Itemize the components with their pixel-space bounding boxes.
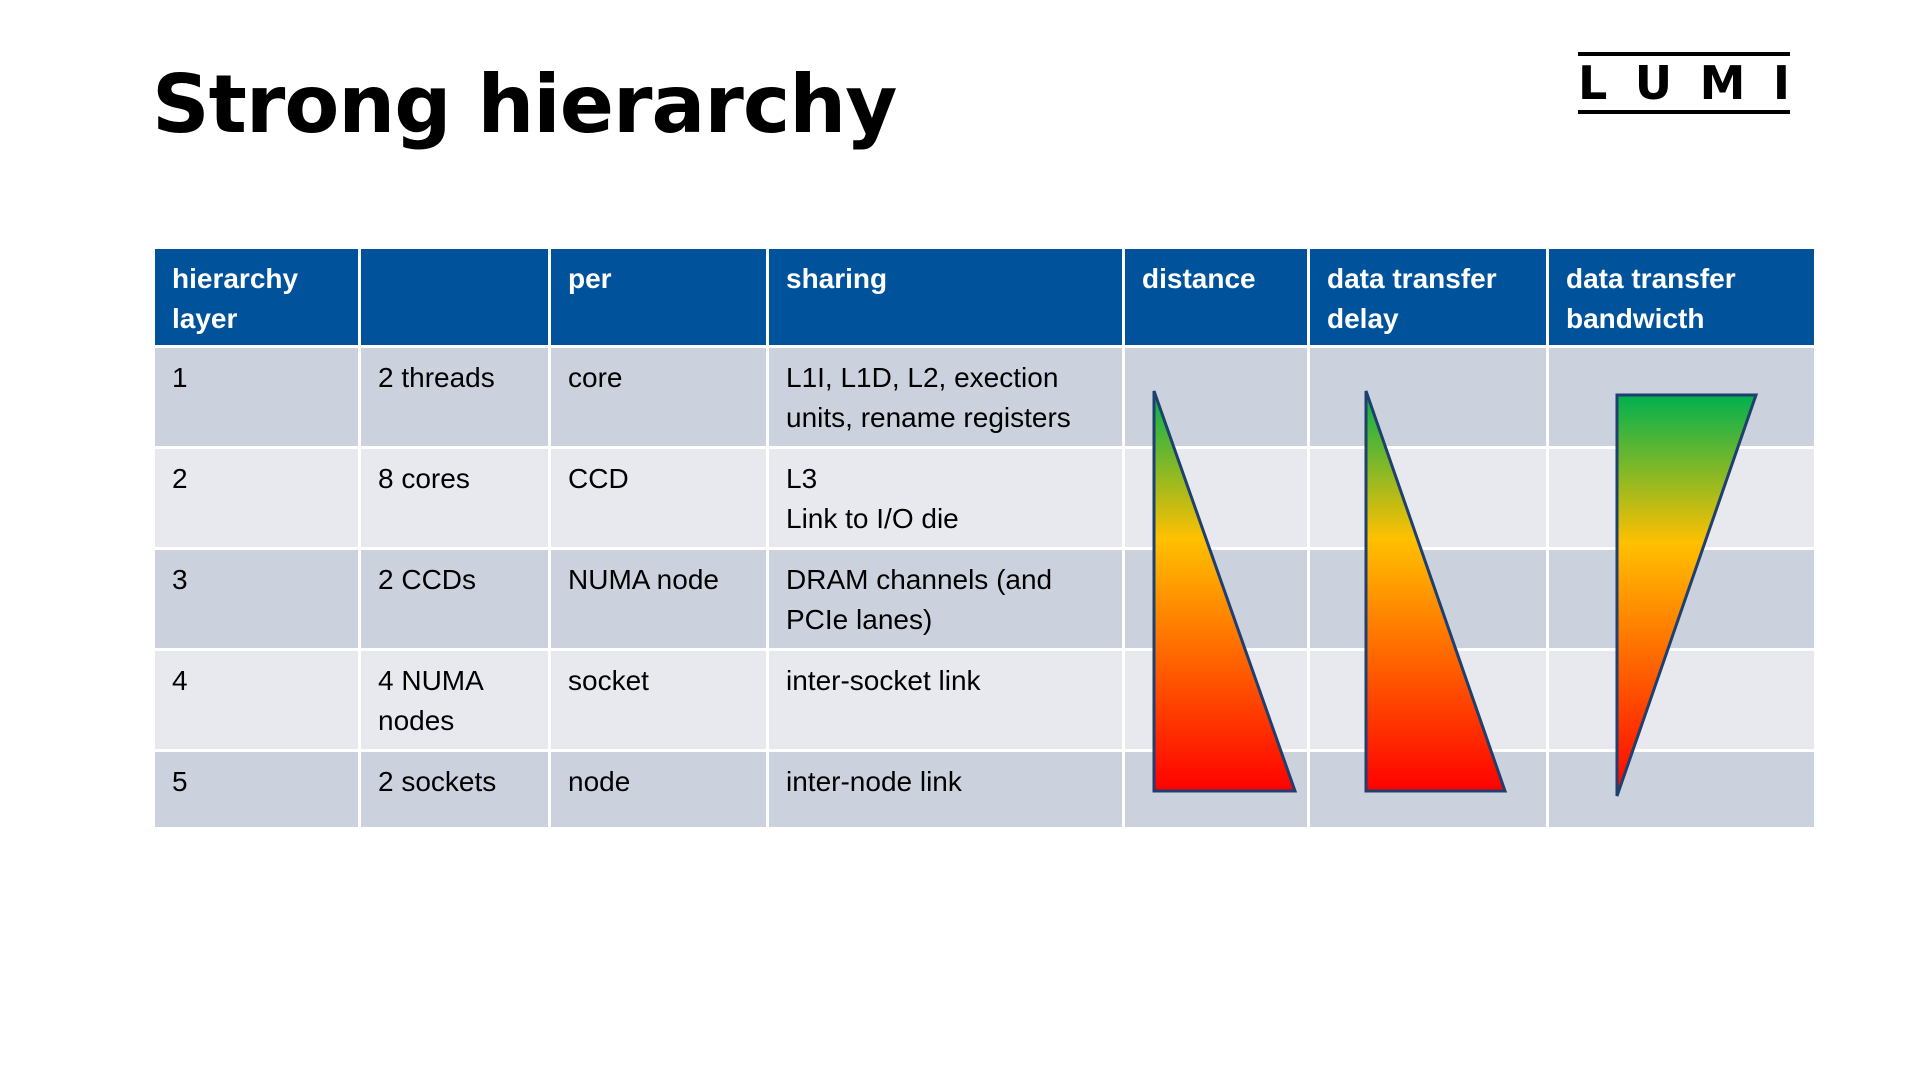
cell-count: 4 NUMA nodes: [358, 648, 551, 752]
page-title: Strong hierarchy: [152, 58, 897, 151]
cell-sharing: inter-socket link: [766, 648, 1125, 752]
cell-layer: 3: [152, 547, 361, 651]
cell-layer: 1: [152, 345, 361, 449]
table-header-row: hierarchy layer per sharing distance dat…: [152, 246, 1817, 348]
cell-layer: 2: [152, 446, 361, 550]
logo-letter: I: [1772, 56, 1790, 110]
cell-delay: [1307, 345, 1549, 449]
cell-per: CCD: [548, 446, 769, 550]
delay-triangle: [1364, 390, 1508, 793]
cell-per: node: [548, 749, 769, 830]
lumi-logo: L U M I: [1578, 52, 1790, 114]
header-per: per: [548, 246, 769, 348]
cell-bandwidth: [1546, 749, 1817, 830]
header-delay: data transfer delay: [1307, 246, 1549, 348]
header-sharing: sharing: [766, 246, 1125, 348]
cell-layer: 5: [152, 749, 361, 830]
cell-delay: [1307, 446, 1549, 550]
logo-letter: U: [1634, 56, 1673, 110]
cell-layer: 4: [152, 648, 361, 752]
hierarchy-table: hierarchy layer per sharing distance dat…: [152, 246, 1817, 830]
logo-letter: M: [1699, 56, 1746, 110]
cell-sharing: L1I, L1D, L2, exection units, rename reg…: [766, 345, 1125, 449]
cell-count: 2 CCDs: [358, 547, 551, 651]
cell-sharing: inter-node link: [766, 749, 1125, 830]
header-hierarchy-layer: hierarchy layer: [152, 246, 361, 348]
cell-per: NUMA node: [548, 547, 769, 651]
header-distance: distance: [1122, 246, 1310, 348]
cell-bandwidth: [1546, 648, 1817, 752]
logo-letter: L: [1578, 56, 1608, 110]
cell-sharing: L3 Link to I/O die: [766, 446, 1125, 550]
bandwidth-triangle: [1615, 393, 1759, 797]
cell-count: 8 cores: [358, 446, 551, 550]
distance-triangle: [1152, 390, 1298, 793]
cell-count: 2 threads: [358, 345, 551, 449]
header-bandwidth: data transfer bandwicth: [1546, 246, 1817, 348]
cell-count: 2 sockets: [358, 749, 551, 830]
cell-sharing: DRAM channels (and PCIe lanes): [766, 547, 1125, 651]
cell-per: core: [548, 345, 769, 449]
header-count: [358, 246, 551, 348]
cell-per: socket: [548, 648, 769, 752]
